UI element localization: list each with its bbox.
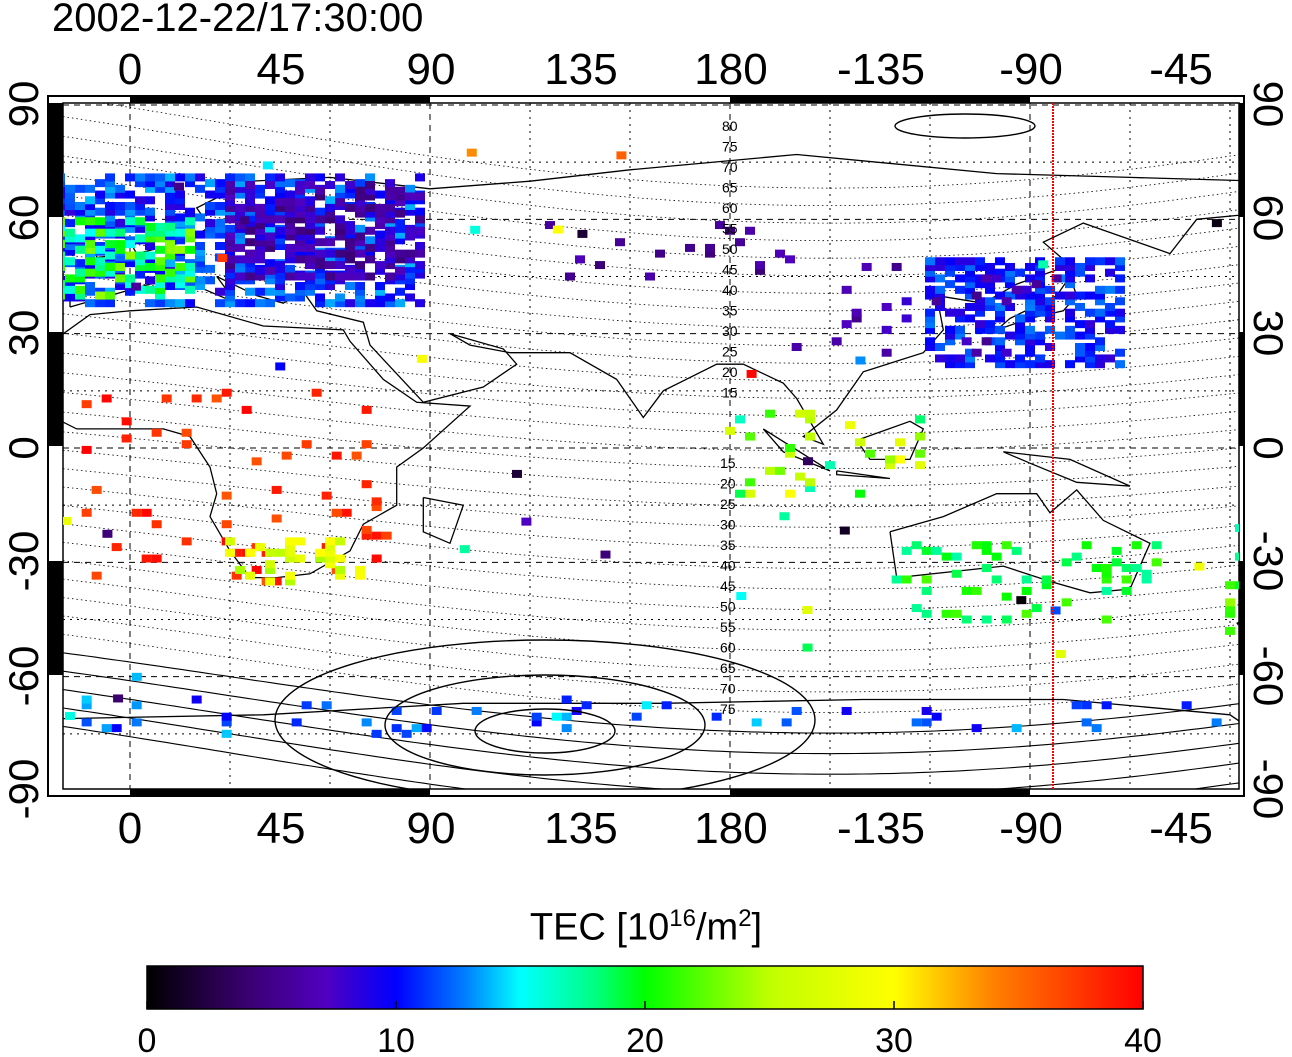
- longitude-label: -90: [999, 804, 1063, 853]
- longitude-label: 135: [544, 804, 617, 853]
- magnetic-lat-label: 30: [722, 323, 738, 339]
- south-pole-contours: [274, 113, 1036, 789]
- latitude-label-left: 90: [0, 81, 47, 128]
- latitude-label-right: -30: [1245, 531, 1292, 592]
- latitude-labels-right: 90 60 30 0 -30 -60 -90: [1245, 81, 1292, 820]
- longitude-label: -135: [837, 804, 925, 853]
- magnetic-lat-label: 20: [722, 364, 738, 380]
- magnetic-lat-label: 45: [720, 578, 736, 594]
- longitude-label: -135: [837, 45, 925, 94]
- longitude-labels-top: 0 45 90 135 180 -135 -90 -45: [118, 45, 1213, 94]
- magnetic-lat-label: 45: [722, 262, 738, 278]
- longitude-labels-bottom: 0 45 90 135 180 -135 -90 -45: [118, 804, 1213, 853]
- frame-ticks: [48, 96, 1244, 796]
- magnetic-lat-label: 75: [722, 139, 738, 155]
- longitude-label: 90: [407, 804, 456, 853]
- colorbar-tick-label: 20: [626, 1022, 664, 1057]
- latitude-label-left: -30: [0, 531, 47, 592]
- map-title: 2002-12-22/17:30:00: [52, 0, 424, 40]
- magnetic-lat-label: 55: [720, 619, 736, 635]
- magnetic-lat-label: 20: [720, 476, 736, 492]
- magnetic-lat-label: 80: [722, 118, 738, 134]
- longitude-label: -90: [999, 45, 1063, 94]
- magnetic-lat-label: 40: [722, 282, 738, 298]
- colorbar-tick-label: 30: [875, 1022, 913, 1057]
- magnetic-lat-label: 15: [720, 455, 736, 471]
- colorbar-tick-label: 0: [138, 1022, 157, 1057]
- tec-data-cells: [63, 148, 1239, 738]
- magnetic-lat-label: 60: [720, 640, 736, 656]
- magnetic-lat-label: 30: [720, 517, 736, 533]
- latitude-label-right: -90: [1245, 759, 1292, 820]
- magnetic-lat-label: 50: [722, 241, 738, 257]
- magnetic-lat-label: 25: [722, 344, 738, 360]
- longitude-label: 180: [694, 45, 767, 94]
- longitude-label: 135: [544, 45, 617, 94]
- colorbar-ticks: 0 10 20 30 40: [138, 1001, 1162, 1057]
- longitude-label: 180: [694, 804, 767, 853]
- coastlines: [63, 153, 1239, 722]
- longitude-label: 45: [257, 804, 306, 853]
- graticule-grid: [63, 103, 1239, 789]
- longitude-label: 90: [407, 45, 456, 94]
- magnetic-lat-label: 75: [720, 701, 736, 717]
- colorbar-tick-label: 10: [377, 1022, 415, 1057]
- latitude-label-right: 30: [1245, 310, 1292, 357]
- latitude-label-left: 60: [0, 195, 47, 242]
- magnetic-lat-label: 35: [720, 537, 736, 553]
- magnetic-lat-label: 50: [720, 599, 736, 615]
- magnetic-lat-label: 60: [722, 200, 738, 216]
- longitude-label: -45: [1149, 45, 1213, 94]
- latitude-label-left: -60: [0, 646, 47, 707]
- latitude-labels-left: 90 60 30 0 -30 -60 -90: [0, 81, 47, 820]
- magnetic-lat-label: 65: [722, 180, 738, 196]
- magnetic-lat-label: 25: [720, 496, 736, 512]
- magnetic-lat-label: 15: [722, 385, 738, 401]
- magnetic-lat-label: 55: [722, 221, 738, 237]
- latitude-label-left: -90: [0, 759, 47, 820]
- magnetic-lat-label: 65: [720, 660, 736, 676]
- colorbar-label: TEC [1016/m2]: [529, 905, 763, 949]
- latitude-label-right: 90: [1245, 81, 1292, 128]
- longitude-label: 45: [257, 45, 306, 94]
- magnetic-latitude-labels: 80 75 70 65 60 55 50 45 40 35 30 25 20 15 15 20 25 30 35 40…: [720, 118, 738, 717]
- longitude-label: 0: [118, 804, 142, 853]
- magnetic-lat-label: 40: [720, 558, 736, 574]
- latitude-label-right: 0: [1245, 436, 1292, 459]
- magnetic-lat-label: 70: [720, 681, 736, 697]
- latitude-label-left: 0: [0, 436, 47, 459]
- colorbar-tick-label: 40: [1124, 1022, 1162, 1057]
- latitude-label-right: -60: [1245, 646, 1292, 707]
- longitude-label: -45: [1149, 804, 1213, 853]
- magnetic-lat-label: 70: [722, 159, 738, 175]
- latitude-label-left: 30: [0, 310, 47, 357]
- magnetic-lat-label: 35: [722, 303, 738, 319]
- latitude-label-right: 60: [1245, 195, 1292, 242]
- longitude-label: 0: [118, 45, 142, 94]
